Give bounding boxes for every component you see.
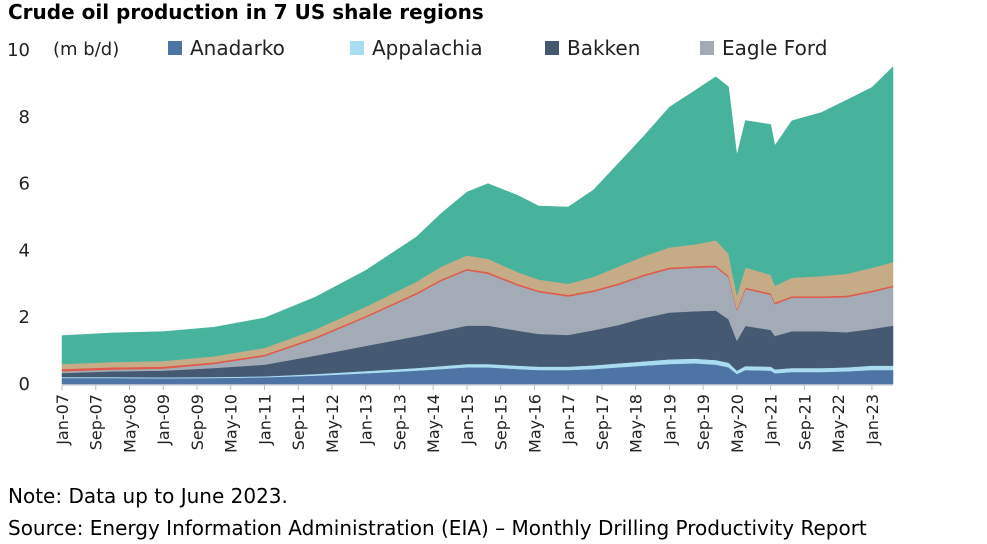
x-tick-label: Jan-11 bbox=[256, 394, 275, 446]
legend: Anadarko Appalachia Bakken Eagle Ford bbox=[168, 36, 827, 60]
area-layer bbox=[61, 66, 894, 385]
x-tick-label: Jan-15 bbox=[458, 394, 477, 446]
x-tick-label: May-20 bbox=[728, 394, 747, 453]
y-tick-label: 4 bbox=[19, 240, 30, 261]
x-tick-label: Sep-11 bbox=[289, 394, 308, 450]
source-text: Source: Energy Information Administratio… bbox=[8, 516, 867, 540]
legend-label: Anadarko bbox=[190, 36, 285, 60]
legend-swatch bbox=[350, 41, 364, 55]
y-tick-label: 10 bbox=[7, 40, 30, 61]
y-tick-label: 6 bbox=[19, 174, 30, 195]
y-tick-label: 8 bbox=[19, 107, 30, 128]
x-tick-label: May-14 bbox=[424, 394, 443, 453]
legend-item-bakken: Bakken bbox=[545, 36, 640, 60]
x-tick-label: Sep-13 bbox=[391, 394, 410, 450]
legend-swatch bbox=[545, 41, 559, 55]
x-tick-label: Sep-17 bbox=[593, 394, 612, 450]
x-tick-label: Sep-19 bbox=[694, 394, 713, 450]
x-tick-label: Jan-13 bbox=[357, 394, 376, 446]
x-tick-label: May-18 bbox=[627, 394, 646, 453]
x-tick-label: Jan-23 bbox=[863, 394, 882, 446]
legend-item-appalachia: Appalachia bbox=[350, 36, 483, 60]
chart-title: Crude oil production in 7 US shale regio… bbox=[8, 0, 484, 24]
legend-label: Eagle Ford bbox=[722, 36, 827, 60]
x-tick-label: Jan-07 bbox=[53, 394, 72, 446]
x-tick-label: Jan-19 bbox=[660, 394, 679, 446]
legend-label: Bakken bbox=[567, 36, 640, 60]
x-axis: Jan-07 Sep-07 May-08 Jan-09 Sep-09 May-10 Jan-… bbox=[53, 384, 893, 453]
y-tick-label: 0 bbox=[19, 374, 30, 395]
legend-label: Appalachia bbox=[372, 36, 483, 60]
x-tick-label: Sep-07 bbox=[87, 394, 106, 450]
x-tick-label: May-22 bbox=[829, 394, 848, 453]
area-series-permian bbox=[61, 66, 894, 365]
x-tick-label: May-12 bbox=[323, 394, 342, 453]
x-tick-label: Sep-21 bbox=[795, 394, 814, 450]
legend-item-anadarko: Anadarko bbox=[168, 36, 285, 60]
y-axis: 0 2 4 6 8 10 bbox=[7, 40, 30, 395]
x-tick-label: Jan-09 bbox=[154, 394, 173, 446]
footnotes: Note: Data up to June 2023. Source: Ener… bbox=[8, 480, 867, 544]
x-tick-label: Sep-15 bbox=[492, 394, 511, 450]
x-tick-label: May-10 bbox=[222, 394, 241, 453]
x-tick-label: Sep-09 bbox=[188, 394, 207, 450]
x-tick-label: Jan-17 bbox=[559, 394, 578, 446]
legend-swatch bbox=[168, 41, 182, 55]
note-text: Note: Data up to June 2023. bbox=[8, 484, 288, 508]
x-tick-label: May-16 bbox=[525, 394, 544, 453]
stacked-area-chart: 0 2 4 6 8 10 Jan-07 Sep-07 May-08 Jan-09 Sep-09 Ma… bbox=[7, 36, 894, 453]
y-tick-label: 2 bbox=[19, 307, 30, 328]
legend-swatch bbox=[700, 41, 714, 55]
y-axis-unit-label: (m b/d) bbox=[53, 39, 119, 60]
x-tick-label: Jan-21 bbox=[762, 394, 781, 446]
legend-item-eagle-ford: Eagle Ford bbox=[700, 36, 827, 60]
x-tick-label: May-08 bbox=[121, 394, 140, 453]
